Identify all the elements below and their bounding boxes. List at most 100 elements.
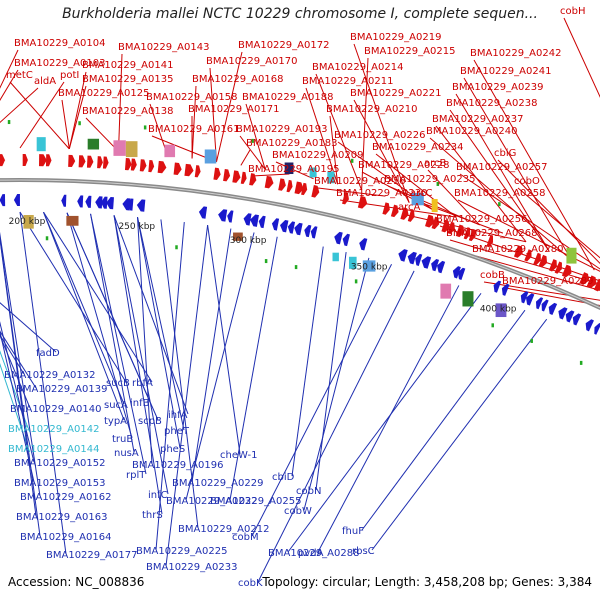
rev-gene-label[interactable]: thrS — [142, 510, 163, 521]
rev-gene-label[interactable]: pvdA — [298, 548, 324, 559]
rev-gene-label[interactable]: nusA — [114, 448, 139, 459]
fwd-gene-label[interactable]: BMA10229_A0161 — [148, 124, 239, 135]
rev-gene-label[interactable]: infC — [148, 490, 168, 501]
fwd-gene-label[interactable]: BMA10229_A0195 — [248, 164, 339, 175]
fwd-gene-label[interactable]: cobO — [514, 176, 540, 187]
fwd-gene-label[interactable]: BMA10229_A0188 — [242, 92, 333, 103]
rev-gene-label[interactable]: rplT — [126, 470, 146, 481]
rev-gene-label[interactable]: BMA10229_A0163 — [16, 512, 107, 523]
rev-gene-label[interactable]: BMA10229_A0139 — [16, 384, 107, 395]
fwd-gene-label[interactable]: cobH — [560, 6, 585, 17]
fwd-gene-label[interactable]: BMA10229_A0289 — [502, 276, 593, 287]
fwd-gene-label[interactable]: BMA10229_A0242 — [470, 48, 561, 59]
rev-gene-label[interactable]: cobM — [232, 532, 259, 543]
rev-gene-label[interactable]: BMA10229_A0232 — [166, 496, 257, 507]
rev-gene-label[interactable]: BMA10229_A0132 — [4, 370, 95, 381]
fwd-gene-label[interactable]: BMA10229_A0143 — [118, 42, 209, 53]
fwd-gene-label[interactable]: BMA10229_A0238 — [446, 98, 537, 109]
fwd-gene-label[interactable]: BMA10229_A0170 — [206, 56, 297, 67]
fwd-gene-label[interactable]: BMA10229_A0221 — [350, 88, 441, 99]
rev-gene-label[interactable]: fhuF — [342, 526, 364, 537]
fwd-gene-label[interactable]: cobB — [480, 270, 505, 281]
fwd-gene-label[interactable]: BMA10229_A0219 — [350, 32, 441, 43]
rev-gene-label[interactable]: infB — [130, 398, 150, 409]
rev-gene-label[interactable]: BMA10229_A0225 — [136, 546, 227, 557]
fwd-gene-label[interactable]: potI — [60, 70, 79, 81]
rev-gene-label[interactable]: sucA — [104, 400, 128, 411]
fwd-gene-label[interactable]: metC — [6, 70, 33, 81]
rev-leader-line — [371, 318, 548, 551]
fwd-gene-label[interactable]: BMA10229_A0280 — [472, 244, 563, 255]
rev-gene-label[interactable]: cbiD — [272, 472, 295, 483]
fwd-gene-label[interactable]: BMA10229_A0158 — [146, 92, 237, 103]
rev-gene-label[interactable]: BMA10229_A0233 — [146, 562, 237, 573]
rev-gene-label[interactable]: BMA10229_A0142 — [8, 424, 99, 435]
forward-gene — [294, 181, 304, 195]
rev-gene-label[interactable]: BMA10229_A0255 — [210, 496, 301, 507]
fwd-gene-label[interactable]: BMA10229_A0268 — [446, 228, 537, 239]
fwd-gene-label[interactable]: BMA10229_A0216 — [314, 176, 405, 187]
fwd-gene-label[interactable]: BMA10229_A0234 — [372, 142, 463, 153]
fwd-gene-label[interactable]: BMA10229_A0256 — [436, 214, 527, 225]
rev-gene-label[interactable]: rbsC — [352, 546, 375, 557]
fwd-gene-label[interactable]: BMA10229_A0240 — [426, 126, 517, 137]
rev-gene-label[interactable]: typA — [104, 416, 127, 427]
fwd-gene-label[interactable]: BMA10229_A0258 — [454, 188, 545, 199]
rev-gene-label[interactable]: fadD — [36, 348, 60, 359]
fwd-gene-label[interactable]: BMA10229_A0235 — [384, 174, 475, 185]
rev-gene-label[interactable]: BMA10229_A0164 — [20, 532, 111, 543]
reverse-gene — [0, 194, 6, 207]
rev-gene-label[interactable]: sucB — [106, 378, 130, 389]
reverse-gene — [198, 206, 208, 219]
fwd-gene-label[interactable]: arcC — [410, 188, 433, 199]
fwd-gene-label[interactable]: BMA10229_A0230 — [336, 188, 427, 199]
fwd-gene-label[interactable]: cbiG — [494, 148, 516, 159]
fwd-gene-label[interactable]: BMA10229_A0228 — [358, 160, 449, 171]
fwd-gene-label[interactable]: BMA10229_A0172 — [238, 40, 329, 51]
rev-gene-label[interactable]: BMA10229_A0212 — [178, 524, 269, 535]
rev-gene-label[interactable]: ihfA — [168, 410, 188, 421]
fwd-gene-label[interactable]: BMA10229_A0171 — [188, 104, 279, 115]
rev-gene-label[interactable]: cobW — [284, 506, 312, 517]
fwd-gene-label[interactable]: BMA10229_A0214 — [312, 62, 403, 73]
fwd-gene-label[interactable]: BMA10229_A0138 — [82, 106, 173, 117]
fwd-gene-label[interactable]: BMA10229_A0168 — [192, 74, 283, 85]
rev-gene-label[interactable]: truB — [112, 434, 133, 445]
fwd-gene-label[interactable]: BMA10229_A0226 — [334, 130, 425, 141]
fwd-gene-label[interactable]: BMA10229_A0125 — [58, 88, 149, 99]
rev-gene-label[interactable]: cobK — [238, 578, 263, 589]
rev-gene-label[interactable]: BMA10229_A0229 — [172, 478, 263, 489]
rev-gene-label[interactable]: BMA10229_A0162 — [20, 492, 111, 503]
rev-gene-label[interactable]: BMA10229_A0288 — [268, 548, 359, 559]
fwd-gene-label[interactable]: BMA10229_A0193 — [236, 124, 327, 135]
fwd-gene-label[interactable]: arcA — [398, 202, 421, 213]
fwd-gene-label[interactable]: BMA10229_A0103 — [14, 58, 105, 69]
rev-gene-label[interactable]: rbfA — [132, 378, 153, 389]
fwd-gene-label[interactable]: BMA10229_A0241 — [460, 66, 551, 77]
fwd-gene-label[interactable]: BMA10229_A0257 — [456, 162, 547, 173]
rev-gene-label[interactable]: pheT — [164, 426, 190, 437]
fwd-gene-label[interactable]: BMA10229_A0141 — [82, 60, 173, 71]
forward-gene — [86, 155, 94, 168]
fwd-gene-label[interactable]: BMA10229_A0237 — [432, 114, 523, 125]
fwd-gene-label[interactable]: BMA10229_A0209 — [272, 150, 363, 161]
fwd-gene-label[interactable]: BMA10229_A0210 — [326, 104, 417, 115]
fwd-gene-label[interactable]: BMA10229_A0183 — [246, 138, 337, 149]
fwd-gene-label[interactable]: BMA10229_A0135 — [82, 74, 173, 85]
fwd-gene-label[interactable]: arcB — [424, 158, 447, 169]
rev-gene-label[interactable]: scpB — [138, 416, 162, 427]
rev-gene-label[interactable]: cheW-1 — [220, 450, 257, 461]
rev-gene-label[interactable]: BMA10229_A0140 — [10, 404, 101, 415]
rev-gene-label[interactable]: BMA10229_A0177 — [46, 550, 137, 561]
rev-gene-label[interactable]: BMA10229_A0144 — [8, 444, 99, 455]
fwd-gene-label[interactable]: BMA10229_A0215 — [364, 46, 455, 57]
rev-gene-label[interactable]: pheS — [160, 444, 185, 455]
rev-gene-label[interactable]: cobN — [296, 486, 321, 497]
fwd-gene-label[interactable]: BMA10229_A0104 — [14, 38, 105, 49]
fwd-gene-label[interactable]: BMA10229_A0239 — [452, 82, 543, 93]
rev-gene-label[interactable]: BMA10229_A0152 — [14, 458, 105, 469]
rev-gene-label[interactable]: BMA10229_A0196 — [132, 460, 223, 471]
rev-gene-label[interactable]: BMA10229_A0153 — [14, 478, 105, 489]
fwd-gene-label[interactable]: aldA — [34, 76, 56, 87]
fwd-gene-label[interactable]: BMA10229_A0211 — [302, 76, 393, 87]
